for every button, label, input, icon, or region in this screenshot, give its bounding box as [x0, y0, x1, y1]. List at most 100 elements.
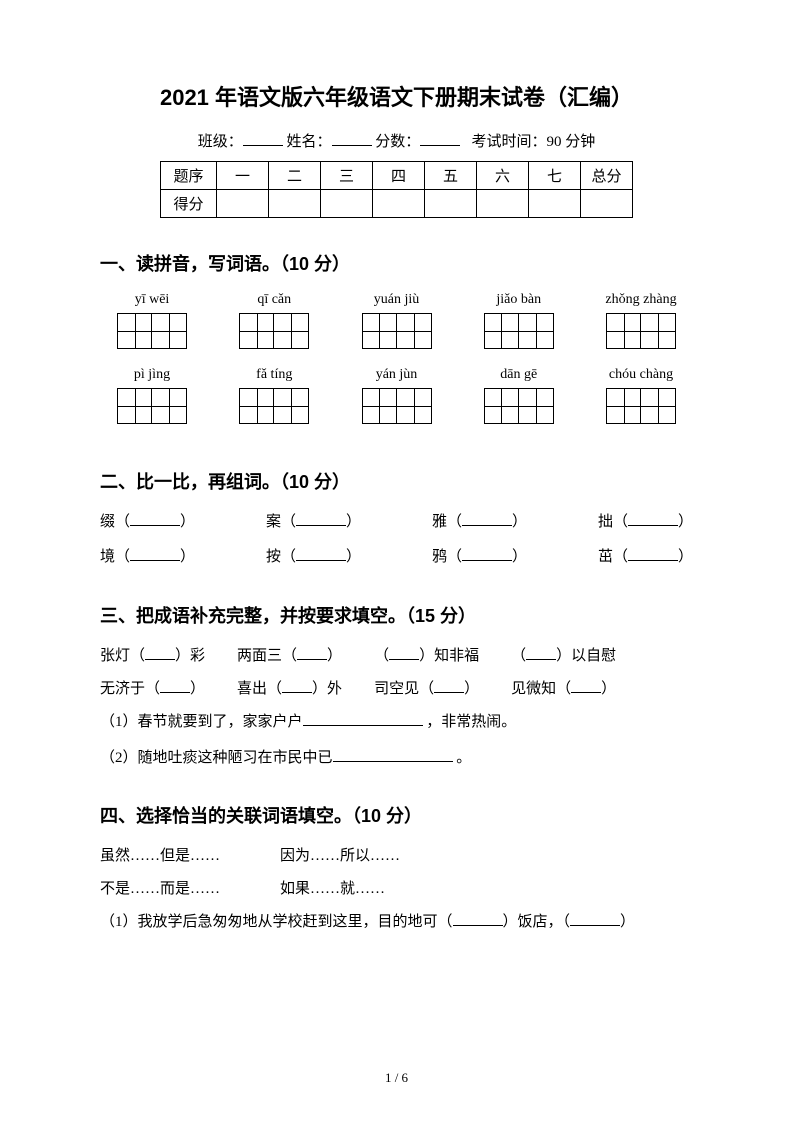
pinyin-text: yī wēi	[100, 292, 204, 308]
tianzi-box[interactable]	[362, 313, 432, 349]
blank[interactable]	[389, 646, 419, 660]
score-h6: 六	[477, 162, 529, 190]
time-label: 考试时间：90 分钟	[472, 134, 596, 150]
pinyin-text: pì jìng	[100, 367, 204, 383]
t: 见微知（	[511, 681, 571, 697]
blank[interactable]	[526, 646, 556, 660]
conj-opt: 因为……所以……	[280, 844, 400, 865]
score-cell[interactable]	[373, 190, 425, 218]
score-cell[interactable]	[477, 190, 529, 218]
class-label: 班级：	[198, 134, 243, 150]
blank[interactable]	[570, 911, 620, 926]
conj-row-2: 不是……而是…… 如果……就……	[100, 877, 693, 898]
t: ）外	[312, 681, 342, 697]
score-h7: 七	[529, 162, 581, 190]
t: ）	[190, 681, 205, 697]
idiom-item: 张灯（ ）彩	[100, 644, 205, 665]
blank[interactable]	[145, 646, 175, 660]
blank[interactable]	[130, 511, 180, 526]
blank[interactable]	[296, 546, 346, 561]
idiom-item: 两面三（）	[237, 644, 342, 665]
blank[interactable]	[453, 911, 503, 926]
tianzi-box[interactable]	[606, 313, 676, 349]
pinyin-item: dān gē	[467, 367, 571, 428]
tianzi-box[interactable]	[239, 388, 309, 424]
blank[interactable]	[333, 748, 453, 762]
score-h1: 一	[217, 162, 269, 190]
t: （1）春节就要到了，家家户户	[100, 714, 303, 730]
class-blank[interactable]	[243, 130, 283, 146]
name-blank[interactable]	[332, 130, 372, 146]
t: ）知非福	[419, 648, 479, 664]
t: （2）随地吐痰这种陋习在市民中已	[100, 750, 333, 766]
pinyin-text: jiǎo bàn	[467, 292, 571, 308]
blank[interactable]	[434, 679, 464, 693]
char: 拙	[598, 514, 613, 530]
score-blank[interactable]	[420, 130, 460, 146]
blank[interactable]	[297, 646, 327, 660]
pinyin-item: zhǒng zhàng	[589, 292, 693, 353]
pinyin-text: yuán jiù	[345, 292, 449, 308]
blank[interactable]	[628, 511, 678, 526]
blank[interactable]	[296, 511, 346, 526]
tianzi-box[interactable]	[362, 388, 432, 424]
t: 司空见（	[374, 681, 434, 697]
char: 茁	[598, 549, 613, 565]
compare-item: 雅（）	[432, 510, 527, 531]
name-label: 姓名：	[286, 134, 331, 150]
idiom-item: 见微知（）	[511, 677, 616, 698]
blank[interactable]	[303, 712, 423, 726]
section1-title: 一、读拼音，写词语。（10 分）	[100, 250, 693, 276]
tianzi-box[interactable]	[484, 313, 554, 349]
idiom-item: 无济于（ ）	[100, 677, 205, 698]
conj-opt: 如果……就……	[280, 877, 385, 898]
blank[interactable]	[462, 546, 512, 561]
pinyin-text: fǎ tíng	[222, 367, 326, 383]
t: ，非常热闹。	[426, 714, 516, 730]
score-cell[interactable]	[269, 190, 321, 218]
compare-item: 按（）	[266, 545, 361, 566]
compare-item: 茁（）	[598, 545, 693, 566]
tianzi-box[interactable]	[117, 388, 187, 424]
pinyin-row-1: yī wēi qī cǎn yuán jiù jiǎo bàn zhǒng zh…	[100, 292, 693, 353]
score-cell[interactable]	[217, 190, 269, 218]
char: 案	[266, 514, 281, 530]
page-footer: 1 / 6	[0, 1070, 793, 1086]
t: 无济于（	[100, 681, 160, 697]
score-cell[interactable]	[581, 190, 633, 218]
char: 按	[266, 549, 281, 565]
pinyin-row-2: pì jìng fǎ tíng yán jùn dān gē chóu chàn…	[100, 367, 693, 428]
section4-q1: （1）我放学后急匆匆地从学校赶到这里，目的地可（）饭店，（）	[100, 910, 693, 934]
tianzi-box[interactable]	[117, 313, 187, 349]
tianzi-box[interactable]	[239, 313, 309, 349]
t: ）彩	[175, 648, 205, 664]
blank[interactable]	[282, 679, 312, 693]
conj-opt: 不是……而是……	[100, 877, 220, 898]
pinyin-text: chóu chàng	[589, 367, 693, 383]
blank[interactable]	[462, 511, 512, 526]
blank[interactable]	[160, 679, 190, 693]
compare-item: 案（）	[266, 510, 361, 531]
conj-opt: 虽然……但是……	[100, 844, 220, 865]
score-cell[interactable]	[425, 190, 477, 218]
blank[interactable]	[628, 546, 678, 561]
compare-item: 境（）	[100, 545, 195, 566]
t: 张灯（	[100, 648, 145, 664]
compare-row-2: 境（） 按（） 鸦（） 茁（）	[100, 545, 693, 566]
blank[interactable]	[130, 546, 180, 561]
idiom-item: 司空见（）	[374, 677, 479, 698]
score-value-row: 得分	[161, 190, 633, 218]
pinyin-text: yán jùn	[345, 367, 449, 383]
score-h2: 二	[269, 162, 321, 190]
score-label: 分数：	[375, 134, 420, 150]
tianzi-box[interactable]	[606, 388, 676, 424]
score-cell[interactable]	[321, 190, 373, 218]
compare-row-1: 缀（） 案（） 雅（） 拙（）	[100, 510, 693, 531]
compare-item: 拙（）	[598, 510, 693, 531]
blank[interactable]	[571, 679, 601, 693]
score-h8: 总分	[581, 162, 633, 190]
section3-title: 三、把成语补充完整，并按要求填空。（15 分）	[100, 602, 693, 628]
tianzi-box[interactable]	[484, 388, 554, 424]
idiom-row-1: 张灯（）彩 两面三（） （）知非福 （）以自慰	[100, 644, 693, 665]
score-cell[interactable]	[529, 190, 581, 218]
